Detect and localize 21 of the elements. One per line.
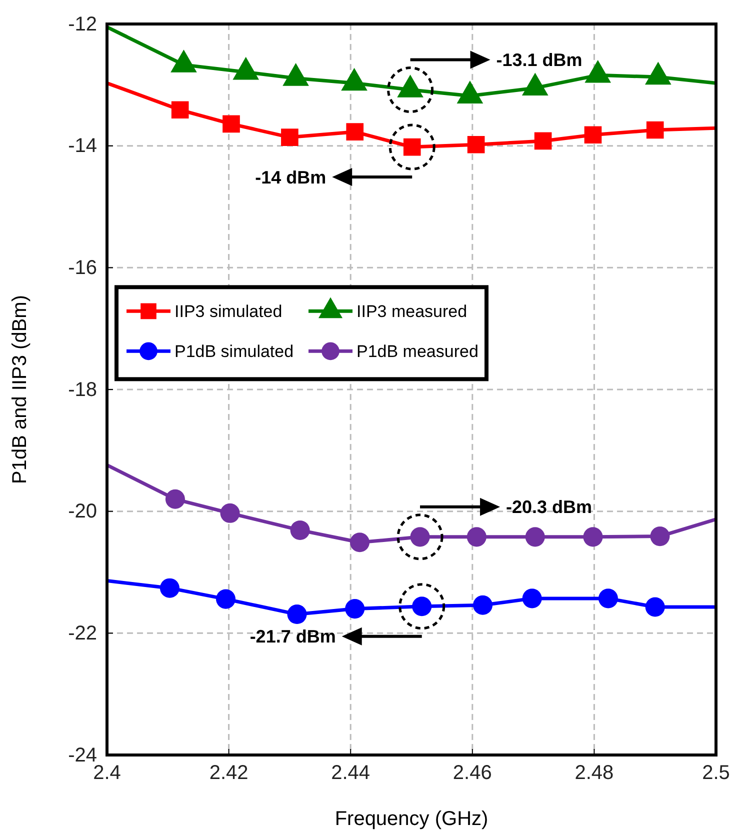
x-tick-label: 2.44	[331, 762, 370, 784]
x-tick-label: 2.46	[452, 762, 492, 784]
x-tick-label: 2.42	[209, 762, 248, 784]
y-tick-label: -14	[68, 135, 97, 158]
y-tick-label: -18	[68, 378, 97, 401]
y-tick-label: -22	[68, 622, 97, 645]
y-tick-label: -20	[68, 500, 97, 523]
x-tick-label: 2.48	[574, 762, 614, 784]
annotation: -21.7 dBm	[250, 626, 336, 647]
annotation: -20.3 dBm	[506, 497, 592, 518]
y-axis-title: P1dB and IIP3 (dBm)	[9, 295, 31, 484]
legend-label: P1dB measured	[356, 342, 478, 362]
legend-label: P1dB simulated	[174, 342, 294, 362]
legend-label: IIP3 measured	[356, 302, 468, 322]
x-tick-label: 2.5	[702, 762, 730, 784]
legend-label: IIP3 simulated	[174, 302, 282, 322]
y-tick-label: -16	[68, 257, 97, 280]
x-axis-title: Frequency (GHz)	[334, 808, 488, 830]
annotation: -13.1 dBm	[496, 50, 582, 70]
annotation: -14 dBm	[255, 167, 326, 188]
y-tick-label: -12	[68, 13, 97, 36]
